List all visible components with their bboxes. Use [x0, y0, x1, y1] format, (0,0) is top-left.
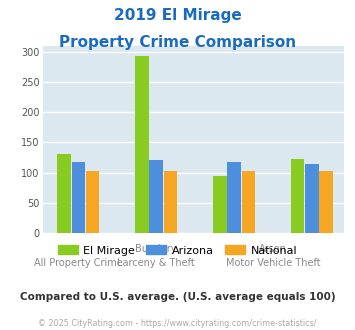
Text: All Property Crime: All Property Crime	[34, 258, 123, 268]
Bar	[241, 171, 255, 233]
Bar	[227, 162, 241, 233]
Bar	[135, 56, 149, 233]
Text: Property Crime Comparison: Property Crime Comparison	[59, 35, 296, 50]
Bar	[213, 176, 226, 233]
Bar	[291, 159, 304, 233]
Bar	[305, 164, 319, 233]
Bar	[320, 171, 333, 233]
Text: Motor Vehicle Theft: Motor Vehicle Theft	[226, 258, 320, 268]
Text: © 2025 CityRating.com - https://www.cityrating.com/crime-statistics/: © 2025 CityRating.com - https://www.city…	[38, 319, 317, 328]
Bar	[57, 154, 71, 233]
Text: Arson: Arson	[259, 244, 287, 254]
Text: Larceny & Theft: Larceny & Theft	[117, 258, 195, 268]
Legend: El Mirage, Arizona, National: El Mirage, Arizona, National	[53, 241, 302, 260]
Text: Compared to U.S. average. (U.S. average equals 100): Compared to U.S. average. (U.S. average …	[20, 292, 335, 302]
Bar	[71, 162, 85, 233]
Text: Burglary: Burglary	[135, 244, 177, 254]
Bar	[86, 171, 99, 233]
Bar	[164, 171, 177, 233]
Text: 2019 El Mirage: 2019 El Mirage	[114, 8, 241, 23]
Bar	[149, 160, 163, 233]
